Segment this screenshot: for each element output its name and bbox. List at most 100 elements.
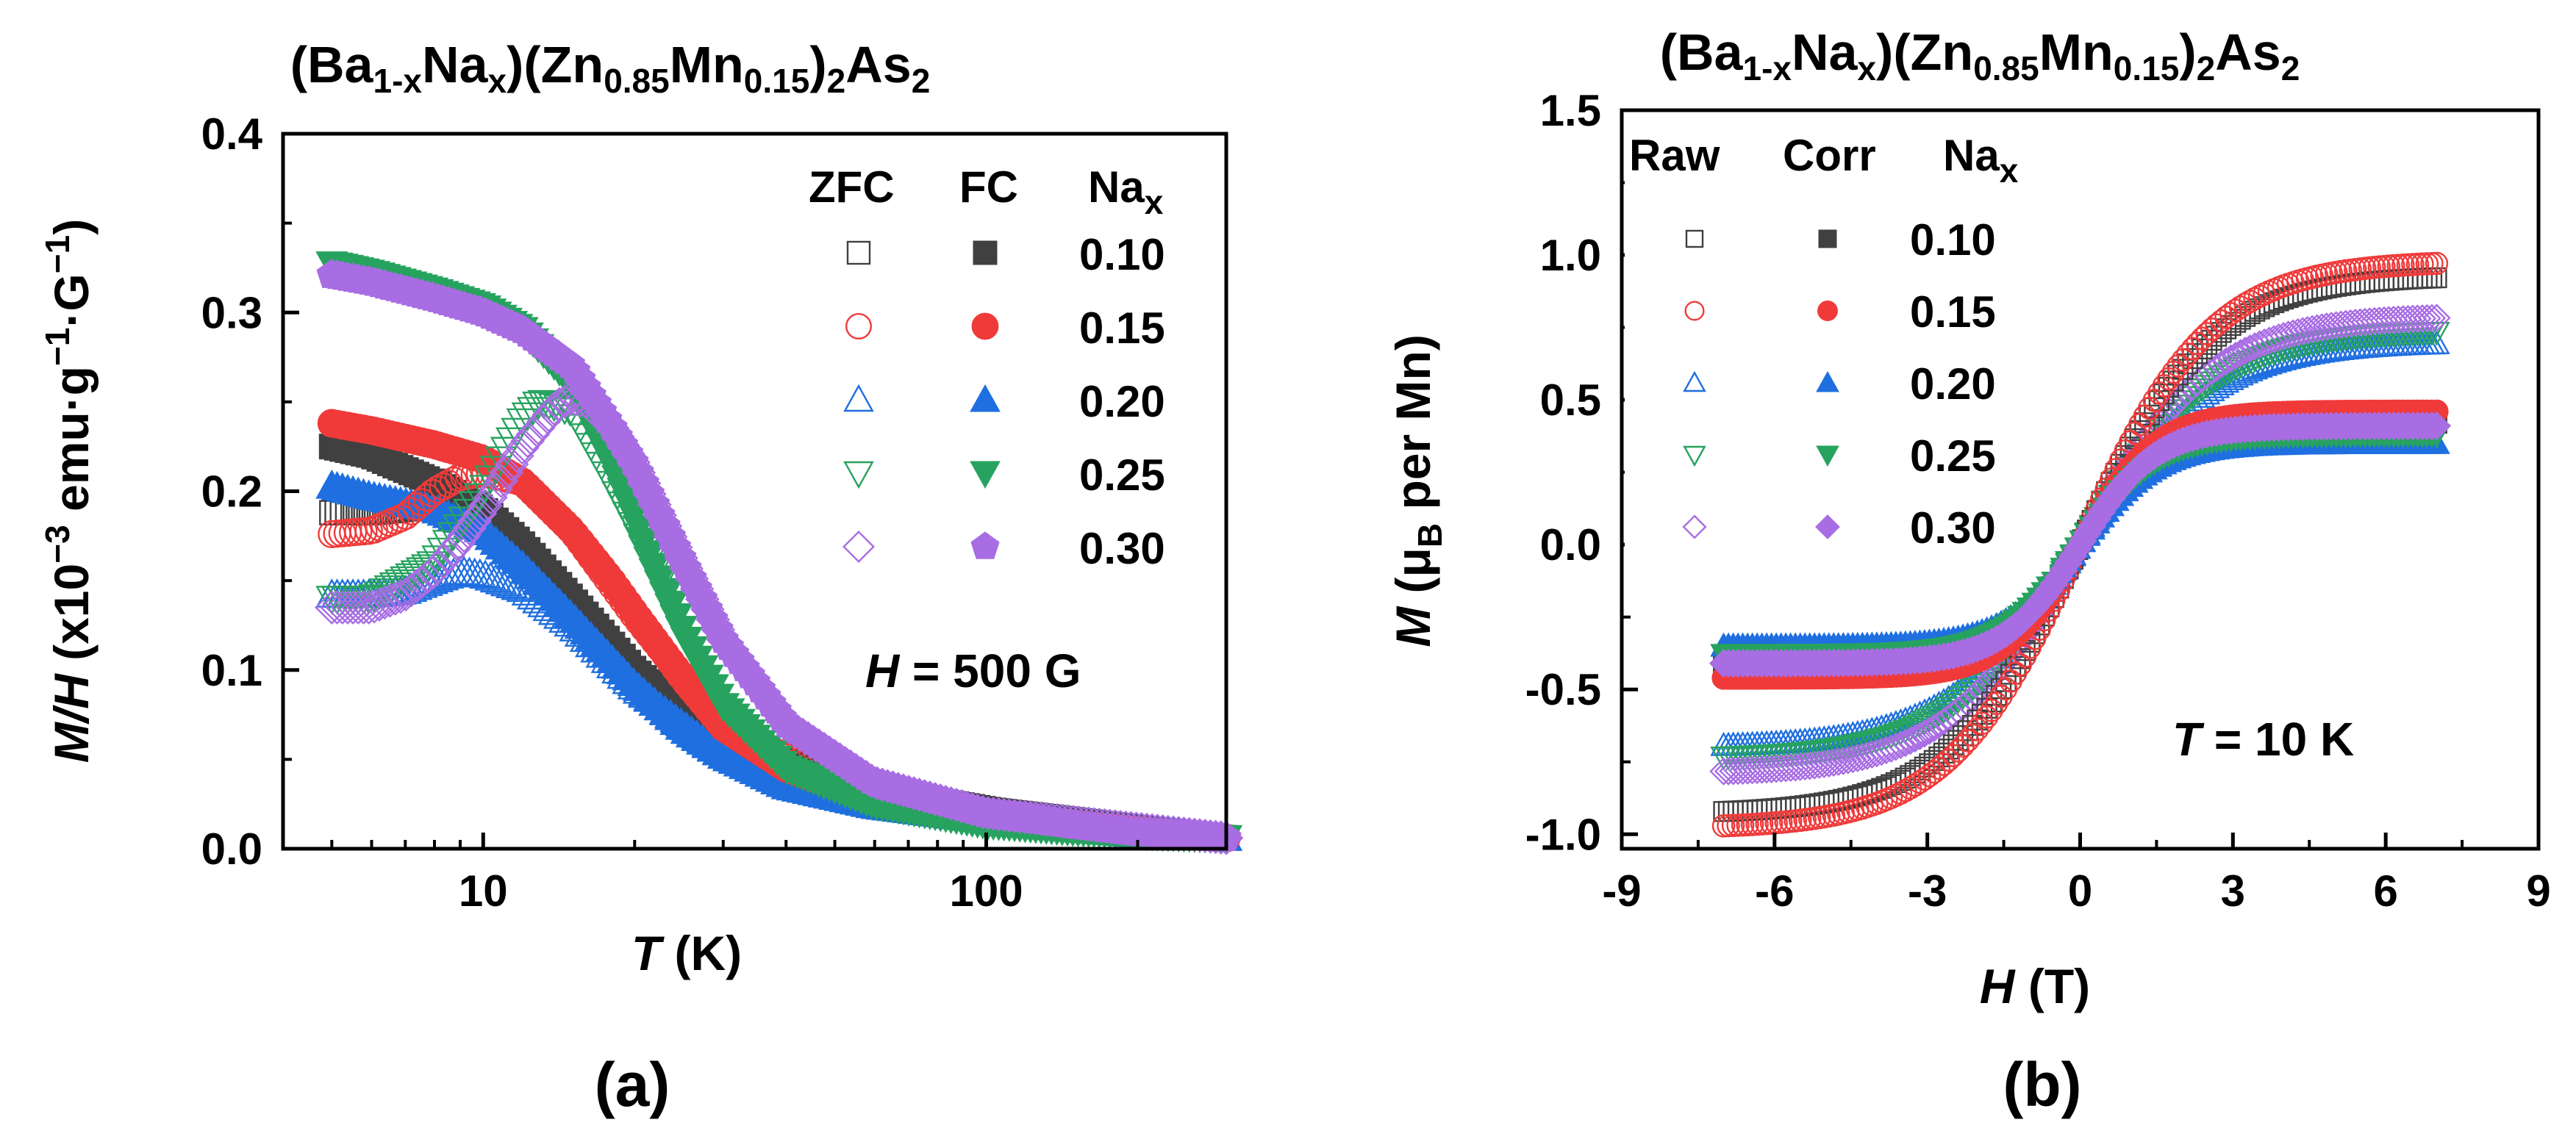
point bbox=[1900, 724, 1930, 753]
point bbox=[2274, 320, 2303, 349]
point bbox=[362, 587, 397, 622]
legend-b-value: 0.30 bbox=[1910, 503, 1996, 553]
y-tick-label: 0.5 bbox=[1540, 376, 1601, 425]
panel-b-legend-rows: 0.10 0.15 0.20 0.25 0.30 bbox=[1682, 215, 1996, 553]
panel-a-ticks: 0.0 0.1 0.2 0.3 0.4 10 100 bbox=[201, 109, 1228, 916]
point bbox=[707, 739, 740, 769]
point bbox=[582, 550, 611, 578]
point bbox=[469, 559, 502, 589]
legend-a-value: 0.10 bbox=[1079, 230, 1165, 279]
point bbox=[1829, 747, 1858, 775]
point bbox=[2275, 337, 2302, 362]
point bbox=[1925, 703, 1953, 727]
point bbox=[468, 489, 503, 523]
point bbox=[2289, 334, 2316, 359]
point bbox=[473, 480, 508, 515]
point bbox=[2288, 317, 2317, 345]
x-tick-label: 6 bbox=[2373, 866, 2397, 916]
point bbox=[484, 565, 518, 594]
panel-b-ylabel: M (μB per Mn) bbox=[1386, 334, 1449, 647]
point bbox=[587, 557, 616, 586]
point bbox=[569, 622, 602, 653]
point bbox=[2186, 331, 2209, 356]
point bbox=[2226, 339, 2255, 367]
panel-b-xlabel: H (T) bbox=[1980, 959, 2090, 1013]
point bbox=[598, 572, 626, 600]
point bbox=[1965, 717, 1989, 741]
legend-b-corr-marker bbox=[1815, 514, 1840, 539]
legend-a-value: 0.20 bbox=[1079, 377, 1165, 426]
y-tick-label: 1.5 bbox=[1540, 86, 1601, 135]
point bbox=[1958, 678, 1986, 703]
point bbox=[614, 593, 643, 622]
point bbox=[566, 528, 595, 557]
x-tick-label: 100 bbox=[949, 866, 1023, 916]
legend-a-header-zfc: ZFC bbox=[809, 162, 895, 212]
legend-a-fc-marker bbox=[973, 240, 998, 265]
point bbox=[2198, 371, 2225, 396]
point bbox=[2269, 322, 2298, 351]
legend-b-corr-marker bbox=[1817, 301, 1838, 321]
point bbox=[518, 478, 548, 506]
legend-b-header-na: Nax bbox=[1943, 131, 2019, 190]
x-tick-label: -3 bbox=[1908, 866, 1947, 916]
point bbox=[1939, 693, 1967, 718]
point bbox=[484, 464, 518, 498]
point bbox=[2157, 367, 2180, 391]
point bbox=[2422, 412, 2452, 441]
point bbox=[601, 654, 634, 684]
point bbox=[1961, 723, 1984, 747]
point bbox=[441, 525, 476, 561]
point bbox=[2422, 303, 2451, 332]
point bbox=[346, 590, 381, 625]
point bbox=[2230, 337, 2260, 365]
panel-a: (Ba1-xNax)(Zn0.85Mn0.15)2As2 0.00.10.20.… bbox=[38, 36, 1244, 1119]
point bbox=[2417, 303, 2447, 333]
point bbox=[351, 590, 387, 625]
point bbox=[1910, 719, 1939, 748]
panel-b: (Ba1-xNax)(Zn0.85Mn0.15)2As2 -1.0 -0.5 0.0… bbox=[1386, 24, 2551, 1119]
legend-a-value: 0.25 bbox=[1079, 450, 1165, 500]
series-raw-0-15 bbox=[1711, 251, 2449, 838]
panel-a-label: (a) bbox=[595, 1050, 670, 1119]
point bbox=[1891, 728, 1920, 758]
point bbox=[564, 617, 597, 647]
point bbox=[561, 521, 590, 550]
point bbox=[490, 567, 523, 597]
point bbox=[718, 742, 751, 772]
point bbox=[1839, 744, 1867, 774]
point bbox=[2197, 356, 2226, 386]
legend-b-value: 0.10 bbox=[1910, 215, 1996, 265]
point bbox=[1936, 748, 1961, 772]
y-tick-label: 0.0 bbox=[1540, 520, 1601, 570]
panel-a-data-marks bbox=[315, 251, 1244, 855]
point bbox=[426, 561, 459, 591]
point bbox=[1886, 730, 1915, 759]
point bbox=[609, 586, 637, 615]
point bbox=[412, 484, 442, 512]
legend-b-raw-marker bbox=[1685, 229, 1704, 248]
legend-b-value: 0.15 bbox=[1910, 287, 1996, 337]
point bbox=[446, 518, 482, 553]
legend-a-zfc-marker bbox=[845, 313, 872, 340]
point bbox=[2284, 335, 2311, 360]
x-tick-label: 10 bbox=[459, 866, 508, 916]
point bbox=[463, 558, 496, 588]
point bbox=[2221, 341, 2250, 370]
point bbox=[1942, 744, 1965, 767]
point bbox=[383, 579, 418, 614]
legend-b-raw-marker bbox=[1683, 370, 1706, 392]
point bbox=[590, 644, 623, 673]
legend-b-raw-marker bbox=[1682, 514, 1707, 539]
point bbox=[2183, 382, 2211, 407]
legend-a-header-fc: FC bbox=[959, 162, 1018, 212]
point bbox=[368, 585, 402, 620]
point bbox=[550, 509, 579, 538]
point bbox=[534, 493, 563, 522]
point bbox=[2167, 354, 2190, 378]
legend-a-header-na: Nax bbox=[1088, 162, 1164, 221]
point bbox=[2217, 344, 2245, 373]
legend-a-fc-marker bbox=[971, 312, 999, 340]
point bbox=[1920, 714, 1949, 742]
panel-a-legend: ZFC FC Nax 0.10 0.15 0.20 0.25 0.30 bbox=[787, 145, 1204, 603]
